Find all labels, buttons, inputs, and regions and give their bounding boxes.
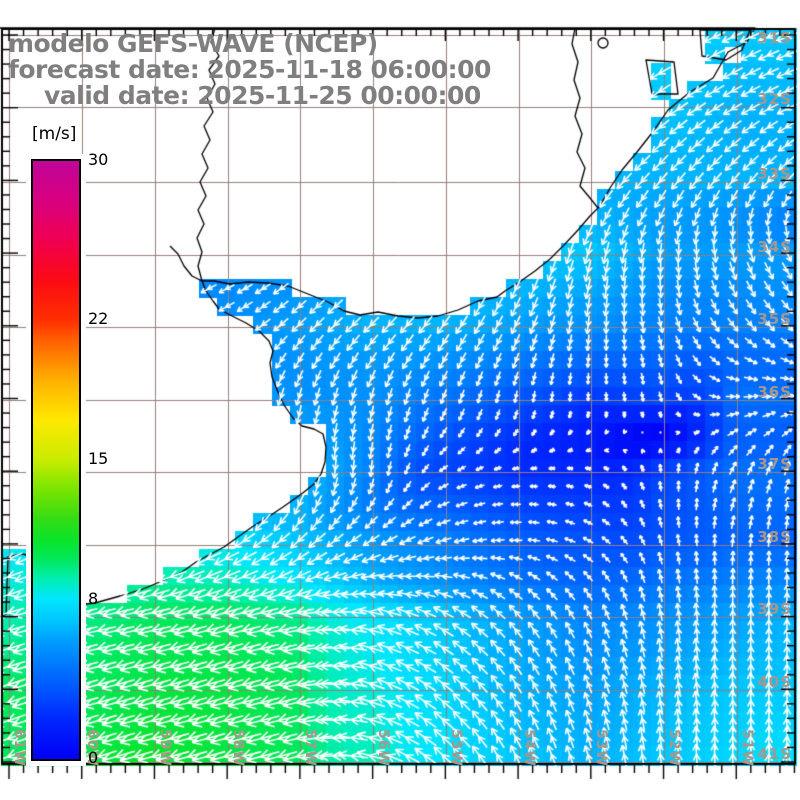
- colorbar-tick-label: 8: [88, 588, 99, 608]
- longitude-label: 59W: [157, 729, 173, 767]
- latitude-label: 32S: [757, 90, 792, 108]
- longitude-label: 54W: [521, 729, 537, 767]
- latitude-label: 41S: [757, 745, 792, 763]
- longitude-label: 52W: [666, 729, 682, 767]
- latitude-label: 34S: [757, 238, 792, 256]
- longitude-label: 61W: [11, 729, 27, 767]
- latitude-label: 39S: [757, 600, 792, 618]
- latitude-label: 33S: [757, 165, 792, 183]
- colorbar-tick-label: 30: [88, 150, 109, 169]
- colorbar-unit-label: [m/s]: [30, 124, 79, 144]
- latitude-label: 35S: [757, 310, 792, 328]
- latitude-label: 31S: [757, 29, 792, 47]
- colorbar-tick-label: 22: [88, 309, 109, 329]
- colorbar-tick-label: 15: [88, 449, 109, 468]
- longitude-label: 51W: [739, 729, 755, 767]
- longitude-label: 55W: [448, 729, 464, 767]
- longitude-label: 58W: [230, 729, 246, 767]
- latitude-label: 37S: [757, 455, 792, 473]
- forecast-date-line: forecast date: 2025-11-18 06:00:00: [8, 55, 491, 84]
- longitude-label: 60W: [84, 729, 100, 767]
- valid-date-line: valid date: 2025-11-25 00:00:00: [44, 81, 481, 110]
- latitude-label: 40S: [757, 673, 792, 691]
- longitude-label: 53W: [593, 729, 609, 767]
- longitude-label: 56W: [375, 729, 391, 767]
- longitude-label: 57W: [302, 729, 318, 767]
- colorbar-tick-label: 0: [88, 748, 99, 767]
- latitude-label: 38S: [757, 528, 792, 546]
- colorbar: [31, 159, 81, 761]
- latitude-label: 36S: [757, 383, 792, 401]
- model-title: modelo GEFS-WAVE (NCEP): [8, 29, 378, 58]
